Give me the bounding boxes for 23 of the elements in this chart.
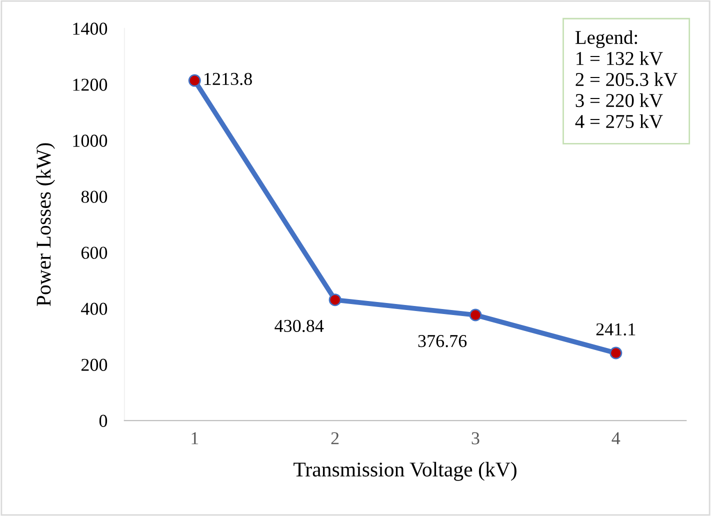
point (328, 294, 342, 306)
x-tick-label: 4 (612, 432, 620, 444)
data-label: 1213.8 (204, 72, 252, 86)
y-axis-title: Power Losses (kW) (36, 143, 55, 306)
y-tick-label: 1000 (73, 134, 108, 147)
y-tick-label: 600 (81, 246, 108, 259)
data-label: 376.76 (418, 335, 467, 348)
data-label: 241.1 (596, 323, 636, 336)
x-tick-label: 3 (472, 432, 480, 444)
point (469, 308, 482, 322)
y-tick-label: 0 (99, 414, 108, 427)
y-tick-label: 1400 (73, 22, 108, 35)
y-tick-label: 200 (81, 358, 108, 371)
y-tick-label: 400 (81, 302, 108, 315)
x-tick-label: 2 (331, 432, 339, 444)
y-tick-label: 800 (81, 190, 108, 203)
x-axis-title: Transmission Voltage (kV) (294, 462, 516, 481)
point (188, 74, 201, 87)
data-label: 430.84 (274, 320, 324, 332)
y-tick-label: 1200 (73, 78, 108, 91)
x-tick-label: 1 (192, 432, 198, 444)
point (610, 346, 622, 360)
annotation: Legend: 1 = 132 kV 2 = 205.3 kV 3 = 220 kV 4 = 275 kV (575, 30, 678, 128)
